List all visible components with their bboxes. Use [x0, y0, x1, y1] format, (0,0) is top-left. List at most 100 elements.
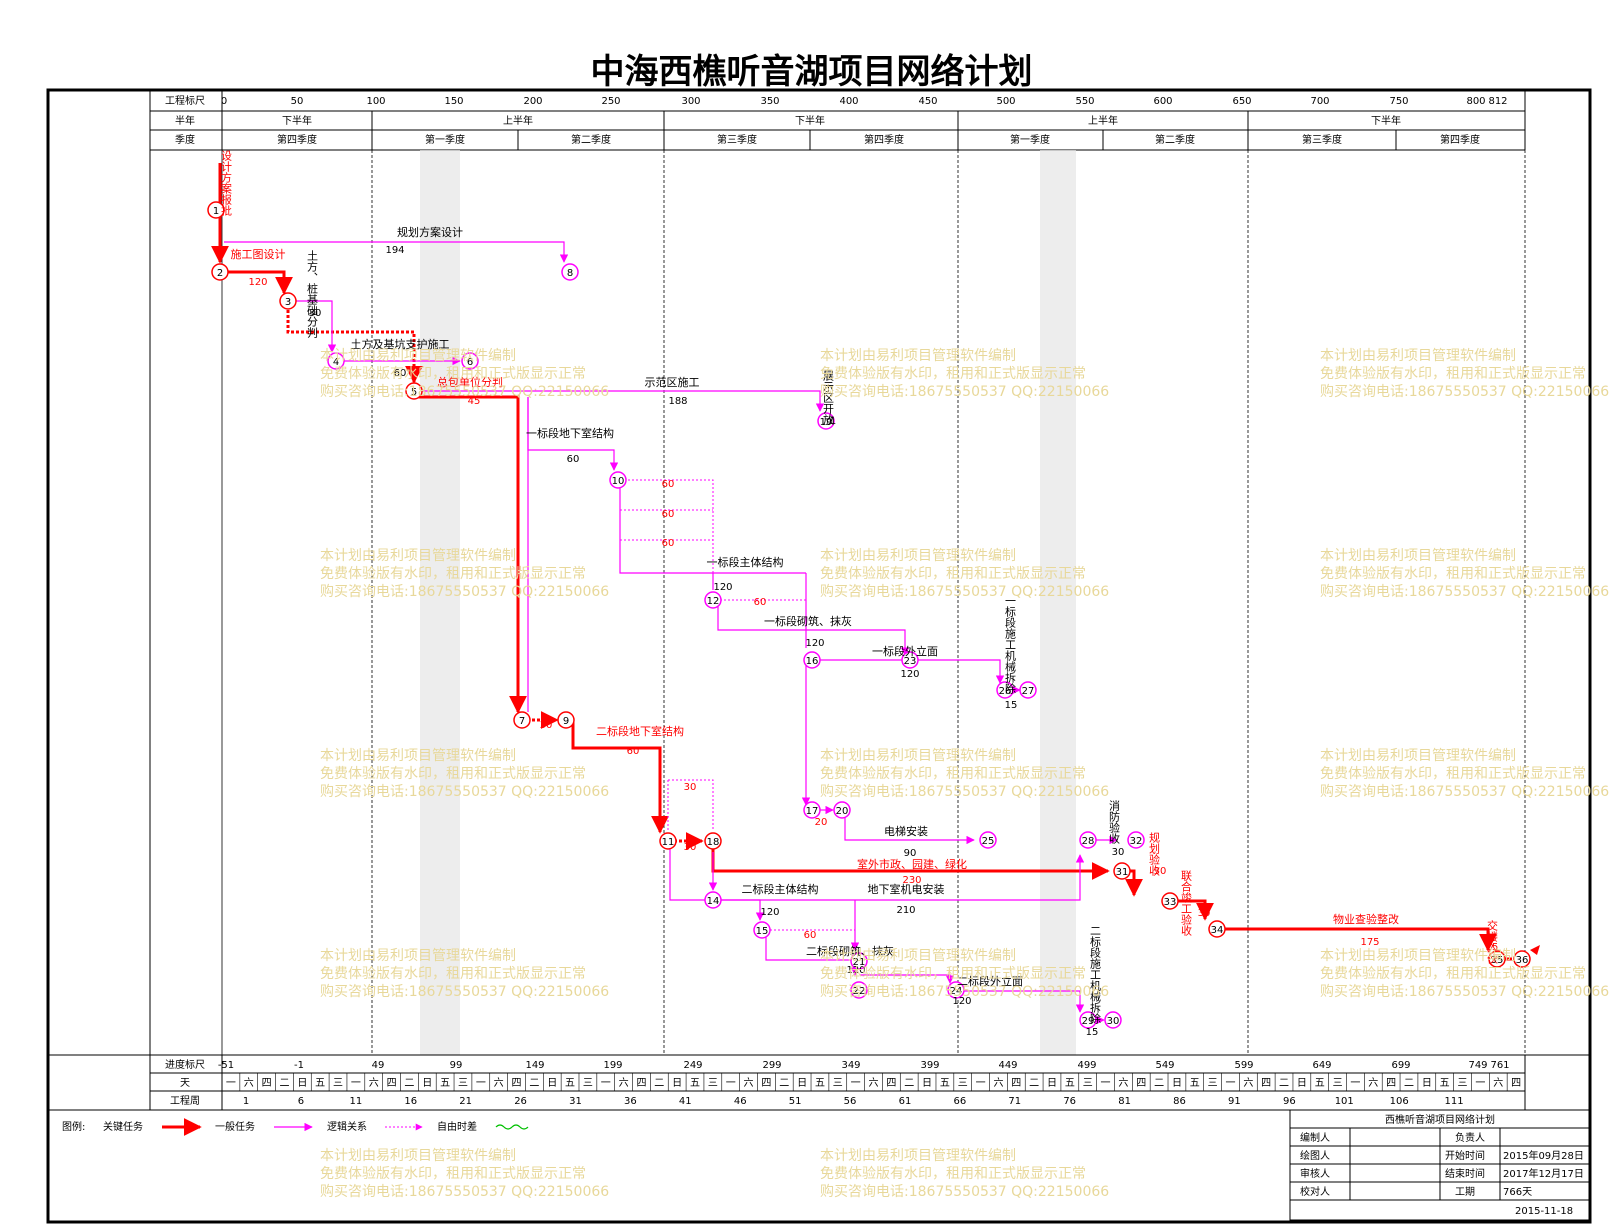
scale-tick: 600 [1153, 96, 1172, 107]
task-duration: 188 [668, 396, 687, 407]
network-node [1079, 831, 1097, 849]
task-duration: 60 [394, 368, 407, 379]
week-label: 101 [1335, 1096, 1354, 1107]
network-node [704, 832, 722, 850]
task-name: 室外市政、园建、绿化 [857, 857, 967, 871]
watermark-text: 购买咨询电话:18675550537 QQ:22150066 [1320, 984, 1609, 1000]
watermark-text: 购买咨询电话:18675550537 QQ:22150066 [820, 1184, 1109, 1200]
watermark-text: 购买咨询电话:18675550537 QQ:22150066 [1320, 784, 1609, 800]
weekday-cell: 日 [297, 1078, 307, 1089]
weekday-cell: 四 [761, 1078, 771, 1089]
weekday-cell: 五 [1190, 1078, 1200, 1089]
weekday-cell: 四 [262, 1078, 272, 1089]
half-year-label: 上半年 [1088, 114, 1118, 127]
watermark-text: 购买咨询电话:18675550537 QQ:22150066 [320, 984, 609, 1000]
task-name: 二标段砌筑、抹灰 [806, 944, 894, 958]
network-node [850, 952, 868, 970]
watermark-text: 本计划由易利项目管理软件编制 [320, 1148, 516, 1164]
period-dividers [371, 150, 1526, 1055]
watermark-text: 本计划由易利项目管理软件编制 [320, 348, 516, 364]
network-node [704, 591, 722, 609]
node-number: 5 [411, 387, 417, 398]
network-node [461, 352, 479, 370]
node-number: 14 [707, 896, 720, 907]
node-number: 29 [1082, 1016, 1095, 1027]
progress-tick: -1 [294, 1060, 304, 1071]
week-label: 1 [243, 1096, 249, 1107]
week-label: 46 [734, 1096, 747, 1107]
task-name: 施工图设计 [231, 248, 286, 261]
watermark-text: 本计划由易利项目管理软件编制 [820, 1148, 1016, 1164]
task-name: 示范区施工 [645, 375, 700, 389]
scale-tick: 0 [221, 96, 227, 107]
weekday-cell: 四 [1386, 1078, 1396, 1089]
weekday-cell: 三 [1333, 1078, 1343, 1089]
weekday-cell: 二 [1279, 1078, 1289, 1089]
weekday-cell: 一 [1225, 1078, 1235, 1089]
weekday-cell: 日 [422, 1078, 432, 1089]
watermark-text: 购买咨询电话:18675550537 QQ:22150066 [320, 1184, 609, 1200]
week-label: 91 [1228, 1096, 1241, 1107]
node-number: 33 [1164, 897, 1177, 908]
progress-tick: -51 [218, 1060, 234, 1071]
weekday-cell: 六 [1118, 1077, 1128, 1089]
progress-tick: 249 [683, 1060, 702, 1071]
weekday-cell: 日 [1297, 1078, 1307, 1089]
task-duration: 194 [385, 245, 404, 256]
task-duration: 30 [1198, 908, 1211, 919]
node-number: 20 [836, 806, 849, 817]
task-duration: 15 [1486, 942, 1499, 953]
network-node [1488, 950, 1506, 968]
task-name: 地下室机电安装 [868, 882, 945, 896]
week-label: 56 [844, 1096, 857, 1107]
weekday-cell: 日 [1172, 1078, 1182, 1089]
task-duration: 15 [1005, 700, 1018, 711]
task-duration: 120 [760, 907, 779, 918]
progress-tick: 449 [998, 1060, 1017, 1071]
week-label: 41 [679, 1096, 692, 1107]
quarter-label: 第二季度 [571, 133, 611, 146]
network-node [279, 292, 297, 310]
weekday-cell: 三 [333, 1078, 343, 1089]
watermark-text: 免费体验版有水印，租用和正式版显示正常 [820, 966, 1086, 982]
legend-logic: 逻辑关系 [327, 1120, 367, 1133]
week-label: 21 [459, 1096, 472, 1107]
network-node [704, 891, 722, 909]
weekday-cell: 四 [1261, 1078, 1271, 1089]
scale-tick: 550 [1075, 96, 1094, 107]
task-name: 交楼入伙 [1486, 919, 1499, 964]
scale-tick: 650 [1232, 96, 1251, 107]
info-label: 开始时间 [1445, 1149, 1485, 1162]
weekday-cell: 五 [565, 1078, 575, 1089]
free-float-label: 30 [684, 782, 697, 793]
watermark-text: 免费体验版有水印，租用和正式版显示正常 [320, 366, 586, 382]
weekday-cell: 五 [1315, 1078, 1325, 1089]
node-number: 12 [707, 596, 720, 607]
info-label: 结束时间 [1445, 1167, 1485, 1180]
week-label: 71 [1008, 1096, 1021, 1107]
watermark-text: 免费体验版有水印，租用和正式版显示正常 [1320, 366, 1586, 382]
node-number: 32 [1130, 836, 1143, 847]
outer-frame [46, 88, 1592, 1224]
task-duration: 30 [1154, 866, 1167, 877]
node-number: 23 [904, 656, 917, 667]
watermark-text: 购买咨询电话:18675550537 QQ:22150066 [820, 784, 1109, 800]
scale-tick: 700 [1310, 96, 1329, 107]
task-name: 土方及基坑支护施工 [351, 337, 450, 351]
weekday-cell: 三 [1458, 1078, 1468, 1089]
node-number: 16 [806, 656, 819, 667]
info-title: 西樵听音湖项目网络计划 [1385, 1113, 1495, 1126]
week-label: 86 [1173, 1096, 1186, 1107]
legend-critical: 关键任务 [103, 1120, 143, 1133]
task-duration: 1 [830, 416, 836, 427]
weekday-cell: 二 [654, 1078, 664, 1089]
watermark-text: 购买咨询电话:18675550537 QQ:22150066 [320, 384, 609, 400]
node-number: 7 [519, 716, 525, 727]
task-duration: 120 [900, 669, 919, 680]
weekday-cell: 三 [583, 1078, 593, 1089]
scale-tick: 100 [366, 96, 385, 107]
watermark-text: 购买咨询电话:18675550537 QQ:22150066 [820, 584, 1109, 600]
watermark-text: 本计划由易利项目管理软件编制 [320, 748, 516, 764]
weekday-cell: 六 [1368, 1077, 1378, 1089]
progress-tick: 599 [1234, 1060, 1253, 1071]
